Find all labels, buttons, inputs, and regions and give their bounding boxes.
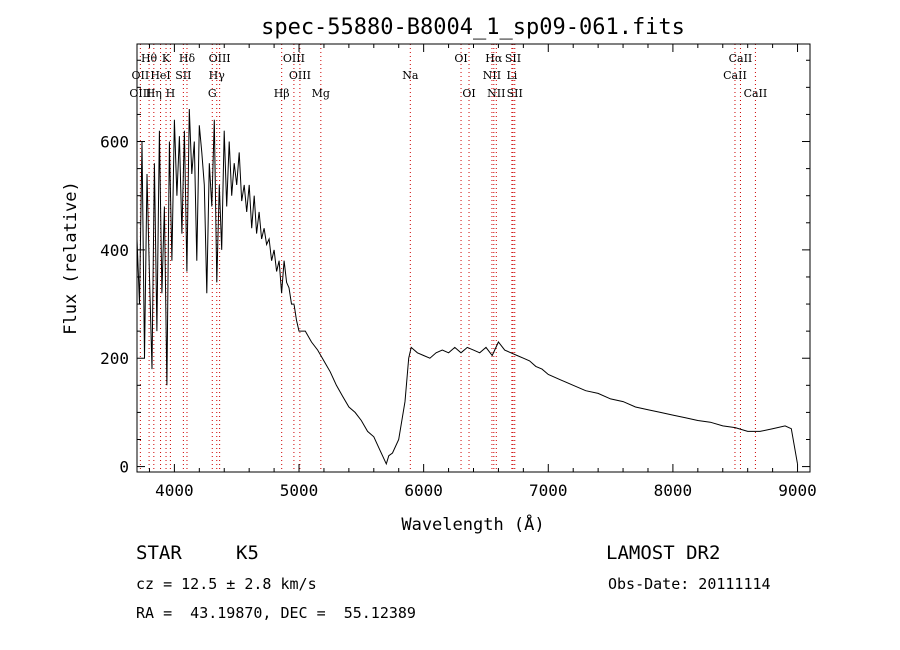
x-axis-ticks: 4000 5000 6000 7000 8000 9000 (148, 44, 817, 500)
y-axis-ticks: 0 200 400 600 (100, 59, 810, 477)
x-tick-label: 6000 (404, 481, 443, 500)
line-marker-label: Hα (485, 52, 503, 65)
line-marker-label: Na (402, 69, 419, 82)
line-marker-label: HeI (150, 69, 170, 82)
line-marker-label: Li (506, 69, 517, 82)
line-marker-label: OI (454, 52, 467, 65)
x-tick-label: 9000 (778, 481, 817, 500)
spectral-subclass: K5 (236, 542, 259, 564)
chart-title: spec-55880-B8004_1_sp09-061.fits (261, 15, 685, 40)
line-marker-label: SII (505, 52, 521, 65)
y-axis-label: Flux (relative) (61, 181, 81, 335)
x-axis-label: Wavelength (Å) (401, 513, 544, 535)
line-marker-label: OII (132, 69, 150, 82)
line-marker-label: H (166, 87, 176, 100)
line-marker-label: OIII (129, 87, 151, 100)
line-marker-label: Hβ (274, 87, 290, 100)
line-marker-label: SII (507, 87, 523, 100)
x-tick-label: 4000 (155, 481, 194, 500)
y-tick-label: 200 (100, 349, 129, 368)
redshift-value: cz = 12.5 ± 2.8 km/s (136, 575, 317, 593)
line-marker-label: K (162, 52, 171, 65)
line-marker-label: OIII (289, 69, 311, 82)
plot-frame (136, 43, 811, 473)
y-tick-label: 0 (119, 458, 129, 477)
line-marker-label: SII (175, 69, 191, 82)
line-marker-label: CaII (723, 69, 747, 82)
line-marker-label: Hδ (179, 52, 196, 65)
line-marker-label: NII (483, 69, 501, 82)
line-marker-label: Mg (312, 87, 330, 100)
line-marker-label: CaII (744, 87, 768, 100)
observation-date: Obs-Date: 20111114 (608, 575, 771, 593)
spectrum-series-line (136, 108, 798, 466)
x-tick-label: 8000 (654, 481, 693, 500)
line-marker-label: CaII (729, 52, 753, 65)
line-marker-label: NII (487, 87, 505, 100)
object-type: STAR (136, 542, 182, 564)
line-marker-label: Hθ (141, 52, 158, 65)
sky-coordinates: RA = 43.19870, DEC = 55.12389 (136, 604, 416, 622)
y-tick-label: 600 (100, 133, 129, 152)
x-tick-label: 7000 (529, 481, 568, 500)
y-tick-label: 400 (100, 241, 129, 260)
line-marker-label: OIII (283, 52, 305, 65)
emission-line-markers (139, 44, 756, 472)
line-marker-label: OIII (209, 52, 231, 65)
line-marker-label: OI (462, 87, 475, 100)
line-marker-label: G (208, 87, 217, 100)
line-marker-label: Hη (146, 87, 162, 100)
survey-name: LAMOST DR2 (606, 542, 721, 564)
line-marker-label: Hγ (209, 69, 226, 82)
x-tick-label: 5000 (280, 481, 319, 500)
